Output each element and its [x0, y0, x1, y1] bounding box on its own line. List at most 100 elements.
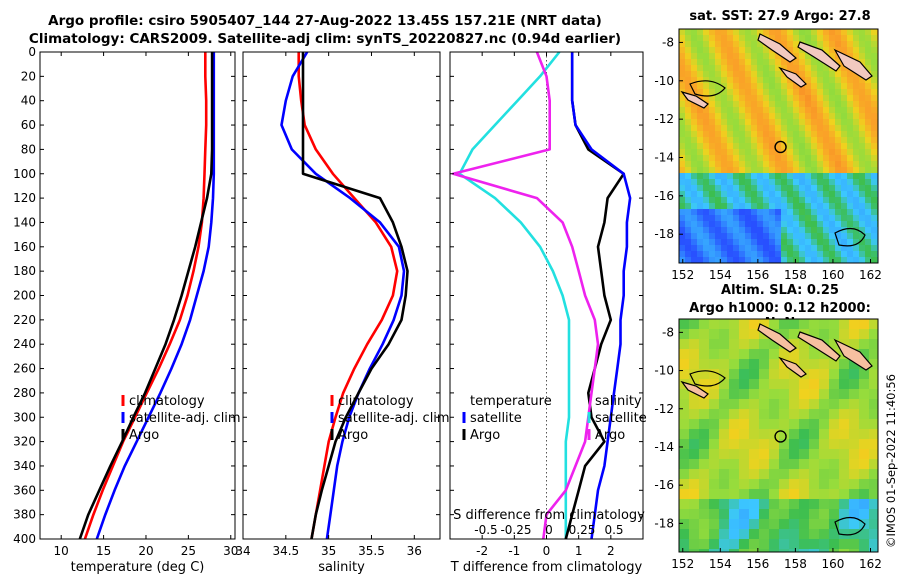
map-cell	[781, 119, 787, 125]
map-cell	[739, 29, 745, 35]
map-cell	[699, 439, 709, 449]
map-cell	[865, 53, 871, 59]
map-cell	[859, 131, 865, 137]
map-cell	[763, 71, 769, 77]
map-cell	[781, 203, 787, 209]
map-cell	[859, 77, 865, 83]
map-cell	[853, 53, 859, 59]
map-cell	[811, 35, 817, 41]
map-cell	[729, 509, 739, 519]
map-cell	[769, 113, 775, 119]
map-cell	[835, 83, 841, 89]
map-cell	[835, 203, 841, 209]
map-cell	[749, 339, 759, 349]
map-cell	[871, 35, 877, 41]
map-cell	[757, 107, 763, 113]
map-cell	[679, 65, 685, 71]
map-cell	[757, 41, 763, 47]
map-cell	[805, 185, 811, 191]
map-cell	[817, 137, 823, 143]
map-cell	[679, 53, 685, 59]
map-cell	[853, 203, 859, 209]
map-cell	[823, 233, 829, 239]
map-cell	[751, 197, 757, 203]
map-cell	[679, 549, 689, 552]
map-cell	[799, 125, 805, 131]
map-cell	[829, 419, 839, 429]
map-cell	[849, 399, 859, 409]
map-cell	[719, 489, 729, 499]
map-cell	[763, 239, 769, 245]
salinity-diff-tick-label: -0.25	[500, 523, 531, 537]
map-cell	[793, 173, 799, 179]
map-cell	[847, 119, 853, 125]
map-cell	[853, 245, 859, 251]
map-cell	[823, 167, 829, 173]
map-cell	[789, 349, 799, 359]
salinity-diff-tick-label: -0.5	[474, 523, 497, 537]
map-cell	[819, 519, 829, 529]
map-cell	[729, 529, 739, 539]
map-cell	[793, 53, 799, 59]
sst-map-title: sat. SST: 27.9 Argo: 27.8	[689, 9, 871, 24]
map-cell	[871, 203, 877, 209]
map-cell	[853, 209, 859, 215]
map-cell	[835, 119, 841, 125]
map-cell	[871, 143, 877, 149]
map-cell	[839, 359, 849, 369]
map-cell	[789, 529, 799, 539]
map-cell	[709, 107, 715, 113]
map-cell	[691, 29, 697, 35]
map-cell	[763, 107, 769, 113]
map-cell	[817, 173, 823, 179]
map-cell	[679, 233, 685, 239]
map-cell	[817, 185, 823, 191]
map-cell	[859, 399, 869, 409]
map-cell	[719, 379, 729, 389]
map-cell	[841, 47, 847, 53]
map-cell	[749, 499, 759, 509]
map-cell	[847, 161, 853, 167]
map-cell	[727, 35, 733, 41]
map-cell	[817, 29, 823, 35]
map-cell	[703, 47, 709, 53]
map-cell	[709, 215, 715, 221]
map-cell	[779, 439, 789, 449]
map-cell	[799, 449, 809, 459]
y-tick-label: 140	[13, 215, 36, 229]
map-cell	[679, 35, 685, 41]
map-cell	[721, 209, 727, 215]
map-cell	[769, 359, 779, 369]
map-cell	[699, 549, 709, 552]
map-cell	[823, 95, 829, 101]
map-cell	[835, 101, 841, 107]
map-cell	[817, 83, 823, 89]
map-cell	[859, 349, 869, 359]
map-cell	[823, 197, 829, 203]
figure-title-line2: Climatology: CARS2009. Satellite-adj cli…	[28, 31, 622, 47]
map-cell	[859, 489, 869, 499]
map-cell	[715, 41, 721, 47]
map-cell	[859, 319, 869, 329]
x-tick-label: 30	[223, 544, 238, 558]
map-x-tick-label: 152	[671, 268, 694, 282]
map-cell	[709, 161, 715, 167]
map-cell	[679, 161, 685, 167]
map-cell	[793, 239, 799, 245]
map-cell	[759, 479, 769, 489]
map-cell	[685, 41, 691, 47]
map-cell	[805, 161, 811, 167]
map-cell	[787, 245, 793, 251]
map-cell	[691, 257, 697, 263]
map-cell	[727, 245, 733, 251]
map-cell	[779, 489, 789, 499]
map-cell	[719, 429, 729, 439]
map-cell	[739, 47, 745, 53]
map-cell	[793, 119, 799, 125]
map-cell	[865, 137, 871, 143]
map-cell	[823, 83, 829, 89]
map-cell	[847, 35, 853, 41]
map-cell	[715, 47, 721, 53]
map-cell	[697, 29, 703, 35]
map-cell	[715, 167, 721, 173]
